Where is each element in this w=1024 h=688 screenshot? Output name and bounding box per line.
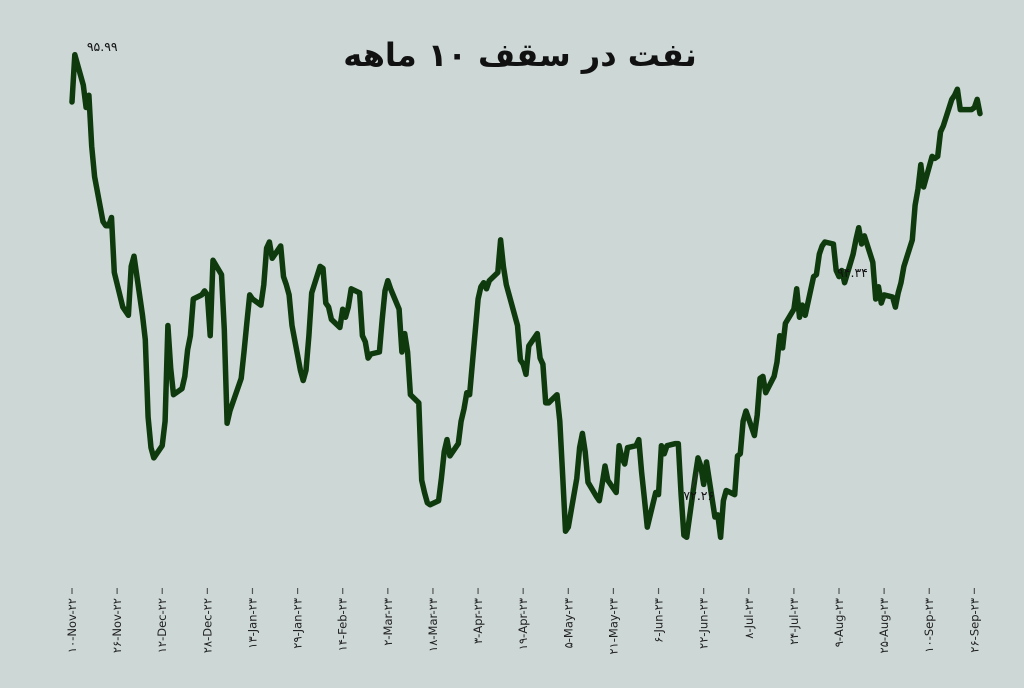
- annotation-leader: [691, 471, 699, 489]
- x-tick-label: ۲۹-Jan-۲۳: [291, 598, 305, 649]
- x-tick-label: ۲۶-Nov-۲۲: [110, 598, 124, 653]
- x-tick-label: ۱۰-Sep-۲۳: [922, 598, 936, 653]
- x-tick-label: ۲-Mar-۲۳: [381, 598, 395, 646]
- x-tick-label: ۵-May-۲۳: [561, 598, 575, 648]
- x-tick-label: ۲۴-Jul-۲۳: [787, 598, 801, 645]
- x-tick-label: ۲۱-May-۲۳: [606, 598, 620, 655]
- x-tick-label: ۲۶-Sep-۲۳: [967, 598, 981, 653]
- x-tick-label: ۲۸-Dec-۲۲: [200, 598, 214, 653]
- x-axis: ۱۰-Nov-۲۲ ۲۶-Nov-۲۲ ۱۲-Dec-۲۲ ۲۸-Dec-۲۲ ۱۳-J…: [65, 588, 981, 655]
- x-tick-label: ۱۲-Dec-۲۲: [155, 598, 169, 653]
- point-annotation: ۹۵.۹۹: [87, 39, 118, 54]
- x-tick-label: ۱۰-Nov-۲۲: [65, 598, 79, 653]
- point-annotation: ۹۴.۳۴: [837, 265, 868, 280]
- x-tick-label: ۶-Jun-۲۳: [652, 598, 666, 643]
- x-tick-label: ۸-Jul-۲۳: [742, 598, 756, 639]
- x-tick-label: ۱۸-Mar-۲۳: [426, 598, 440, 652]
- annotations: ۹۵.۹۹ ۷۲.۲۶ ۹۴.۳۴: [87, 39, 868, 503]
- x-tick-label: ۱۴-Feb-۲۳: [336, 598, 350, 651]
- x-tick-label: ۱۳-Jan-۲۳: [245, 598, 259, 649]
- x-tick-label: ۹-Aug-۲۳: [832, 598, 846, 647]
- x-tick-label: ۲۲-Jun-۲۳: [697, 598, 711, 649]
- price-series-line: [69, 52, 983, 541]
- chart-title: نفت در سقف ۱۰ ماهه: [343, 36, 696, 74]
- x-tick-label: ۱۹-Apr-۲۳: [516, 598, 530, 650]
- x-tick-label: ۲۵-Aug-۲۳: [877, 598, 891, 653]
- point-annotation: ۷۲.۲۶: [683, 488, 714, 503]
- x-tick-label: ۳-Apr-۲۳: [471, 598, 485, 644]
